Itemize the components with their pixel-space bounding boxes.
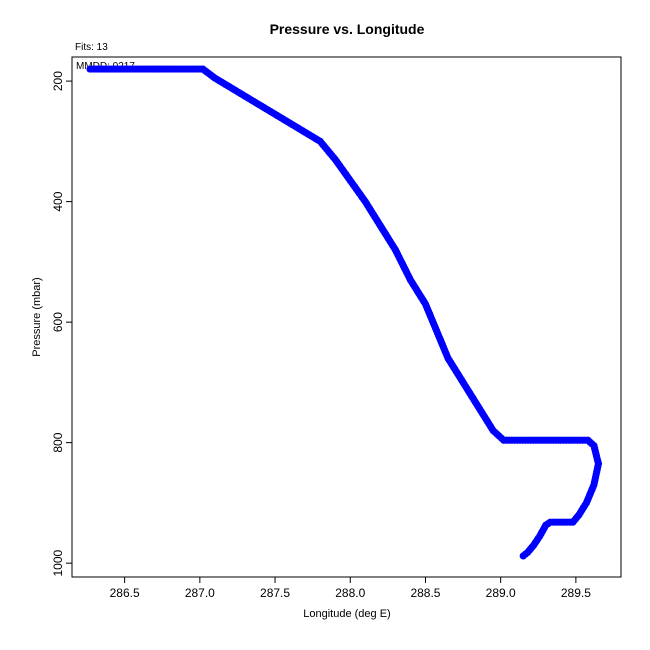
x-axis: 286.5 287.0 287.5 288.0 288.5 289.0 289.5 [110, 577, 591, 600]
x-tick-label: 288.0 [335, 586, 365, 600]
y-tick-label: 1000 [51, 549, 65, 576]
x-axis-label: Longitude (deg E) [303, 608, 390, 620]
data-point-329 [86, 65, 94, 73]
x-tick-label: 286.5 [110, 586, 140, 600]
x-tick-label: 289.0 [486, 586, 516, 600]
fits-annotation: Fits: 13 [75, 42, 108, 53]
y-axis: 200 400 600 800 1000 [51, 71, 72, 576]
x-tick-label: 289.5 [561, 586, 591, 600]
y-tick-label: 600 [51, 312, 65, 332]
plot-frame [71, 56, 622, 578]
y-tick-label: 400 [51, 191, 65, 211]
x-tick-label: 287.0 [185, 586, 215, 600]
y-tick-label: 200 [51, 71, 65, 91]
y-tick-label: 800 [51, 432, 65, 452]
data-points [86, 65, 603, 560]
x-tick-label: 287.5 [260, 586, 290, 600]
x-tick-label: 288.5 [410, 586, 440, 600]
y-axis-label: Pressure (mbar) [31, 277, 43, 356]
chart-title: Pressure vs. Longitude [270, 21, 425, 37]
